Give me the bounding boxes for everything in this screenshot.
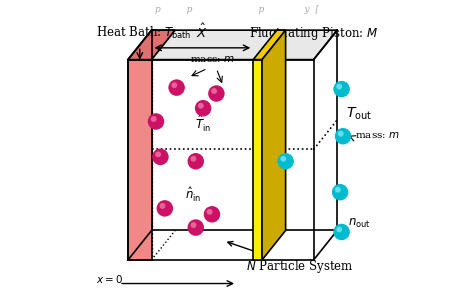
Text: $\hat{n}_{\mathrm{in}}$: $\hat{n}_{\mathrm{in}}$ [184, 186, 201, 204]
Circle shape [338, 131, 344, 137]
Circle shape [211, 88, 217, 94]
Circle shape [335, 187, 341, 193]
Circle shape [191, 222, 196, 228]
Text: $\hat{T}_{\mathrm{in}}$: $\hat{T}_{\mathrm{in}}$ [195, 114, 211, 134]
Text: $x=0$: $x=0$ [96, 273, 123, 285]
Polygon shape [128, 30, 337, 59]
Polygon shape [253, 59, 262, 260]
Polygon shape [128, 30, 175, 59]
Circle shape [277, 153, 294, 170]
Text: $T_{\mathrm{out}}$: $T_{\mathrm{out}}$ [346, 106, 373, 122]
Polygon shape [253, 30, 286, 59]
Text: Fluctuating Piston: $M$: Fluctuating Piston: $M$ [249, 25, 378, 42]
Circle shape [171, 82, 177, 88]
Circle shape [160, 203, 165, 209]
Circle shape [333, 81, 350, 97]
Circle shape [333, 224, 350, 240]
Polygon shape [262, 30, 286, 260]
Circle shape [280, 156, 286, 162]
Circle shape [337, 226, 342, 232]
Text: $n_{\mathrm{out}}$: $n_{\mathrm{out}}$ [348, 217, 371, 230]
Polygon shape [128, 59, 152, 260]
Circle shape [151, 116, 156, 122]
Text: mass: $m$: mass: $m$ [190, 54, 234, 64]
Circle shape [198, 103, 204, 109]
Circle shape [188, 219, 204, 236]
Circle shape [335, 128, 351, 144]
Circle shape [152, 149, 169, 165]
Circle shape [168, 79, 185, 96]
Circle shape [188, 153, 204, 170]
Circle shape [148, 113, 164, 130]
Circle shape [332, 184, 348, 200]
Text: $\hat{X}$: $\hat{X}$ [196, 23, 209, 41]
Text: Heat Bath: $T_{\mathrm{bath}}$: Heat Bath: $T_{\mathrm{bath}}$ [96, 25, 191, 41]
Circle shape [208, 85, 225, 102]
Text: mass: $m$: mass: $m$ [355, 130, 400, 140]
Circle shape [156, 200, 173, 217]
Circle shape [195, 100, 211, 117]
Circle shape [207, 209, 213, 215]
Text: $N$ Particle System: $N$ Particle System [228, 242, 354, 275]
Circle shape [204, 206, 220, 223]
Circle shape [337, 84, 342, 90]
Circle shape [155, 152, 161, 157]
Text: p         p                       p              y  [: p p p y [ [155, 5, 319, 14]
Circle shape [191, 156, 196, 162]
